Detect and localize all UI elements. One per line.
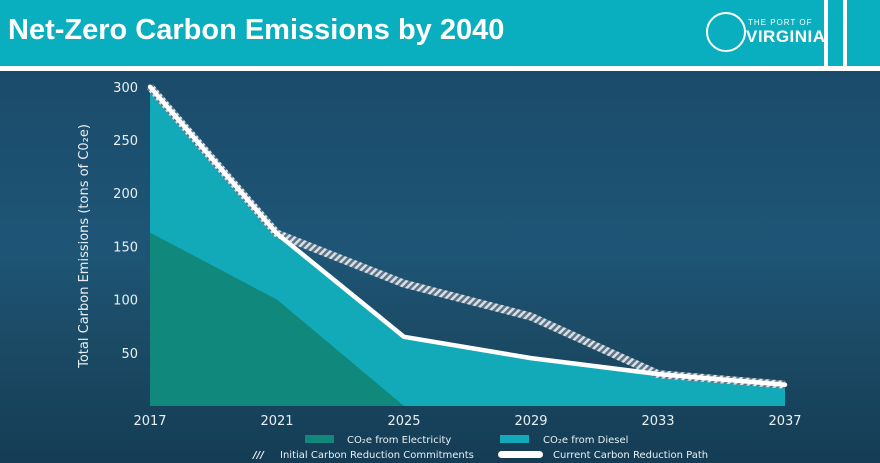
y-tick-label: 100 bbox=[113, 294, 138, 309]
slide-header: Net-Zero Carbon Emissions by 2040 THE PO… bbox=[0, 0, 880, 66]
slide-title: Net-Zero Carbon Emissions by 2040 bbox=[8, 14, 505, 46]
legend-swatch-electricity bbox=[305, 435, 334, 443]
current-path-line bbox=[147, 84, 788, 387]
port-of-virginia-logo: THE PORT OF VIRGINIA bbox=[706, 12, 825, 56]
logo-line1: THE PORT OF bbox=[748, 18, 813, 27]
legend-label-current: Current Carbon Reduction Path bbox=[553, 450, 708, 461]
logo-emblem-icon bbox=[706, 12, 746, 52]
legend-label-electricity: CO₂e from Electricity bbox=[347, 435, 451, 446]
legend-label-initial: Initial Carbon Reduction Commitments bbox=[280, 450, 474, 461]
header-stripe bbox=[843, 0, 847, 66]
x-tick-label: 2021 bbox=[260, 414, 293, 429]
x-tick-label: 2025 bbox=[387, 414, 420, 429]
x-tick-label: 2017 bbox=[133, 414, 166, 429]
x-tick-label: 2033 bbox=[641, 414, 674, 429]
legend-swatch-current bbox=[498, 451, 543, 458]
x-tick-label: 2037 bbox=[768, 414, 801, 429]
electricity-area bbox=[150, 232, 785, 406]
y-axis-label: Total Carbon Emissions (tons of C0₂e) bbox=[77, 124, 92, 369]
legend-hatch-icon: /// bbox=[252, 450, 265, 461]
y-tick-label: 250 bbox=[113, 134, 138, 149]
logo-line2: VIRGINIA bbox=[746, 27, 826, 46]
x-tick-label: 2029 bbox=[514, 414, 547, 429]
header-stripe bbox=[824, 0, 828, 66]
legend-label-diesel: CO₂e from Diesel bbox=[543, 435, 628, 446]
y-tick-label: 300 bbox=[113, 81, 138, 96]
legend-swatch-diesel bbox=[500, 435, 529, 443]
y-tick-label: 150 bbox=[113, 240, 138, 255]
y-tick-label: 200 bbox=[113, 187, 138, 202]
y-tick-label: 50 bbox=[121, 347, 138, 362]
